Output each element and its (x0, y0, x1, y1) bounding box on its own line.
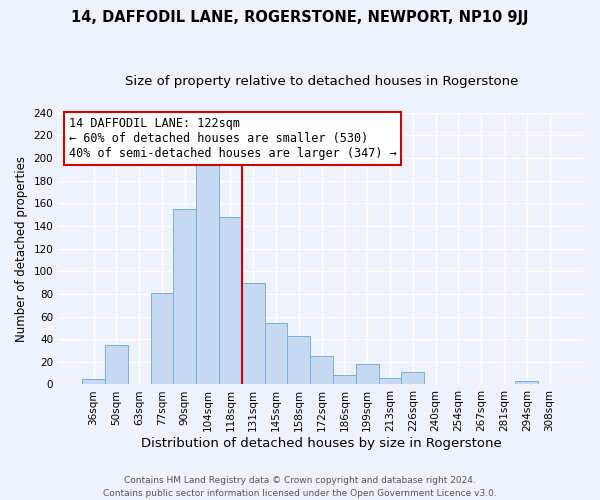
Bar (333, 376, 356, 384)
Title: Size of property relative to detached houses in Rogerstone: Size of property relative to detached ho… (125, 75, 518, 88)
Bar (196, 157, 219, 384)
Y-axis label: Number of detached properties: Number of detached properties (15, 156, 28, 342)
X-axis label: Distribution of detached houses by size in Rogerstone: Distribution of detached houses by size … (141, 437, 502, 450)
Bar (219, 217, 242, 384)
Bar (379, 378, 401, 384)
Bar (105, 345, 128, 385)
Text: 14, DAFFODIL LANE, ROGERSTONE, NEWPORT, NP10 9JJ: 14, DAFFODIL LANE, ROGERSTONE, NEWPORT, … (71, 10, 529, 25)
Bar (310, 356, 333, 384)
Bar (401, 372, 424, 384)
Bar (242, 282, 265, 384)
Bar (265, 324, 287, 384)
Bar (356, 364, 379, 384)
Text: Contains HM Land Registry data © Crown copyright and database right 2024.
Contai: Contains HM Land Registry data © Crown c… (103, 476, 497, 498)
Bar (151, 293, 173, 384)
Bar (82, 379, 105, 384)
Bar (515, 381, 538, 384)
Bar (173, 209, 196, 384)
Text: 14 DAFFODIL LANE: 122sqm
← 60% of detached houses are smaller (530)
40% of semi-: 14 DAFFODIL LANE: 122sqm ← 60% of detach… (69, 117, 397, 160)
Bar (287, 336, 310, 384)
